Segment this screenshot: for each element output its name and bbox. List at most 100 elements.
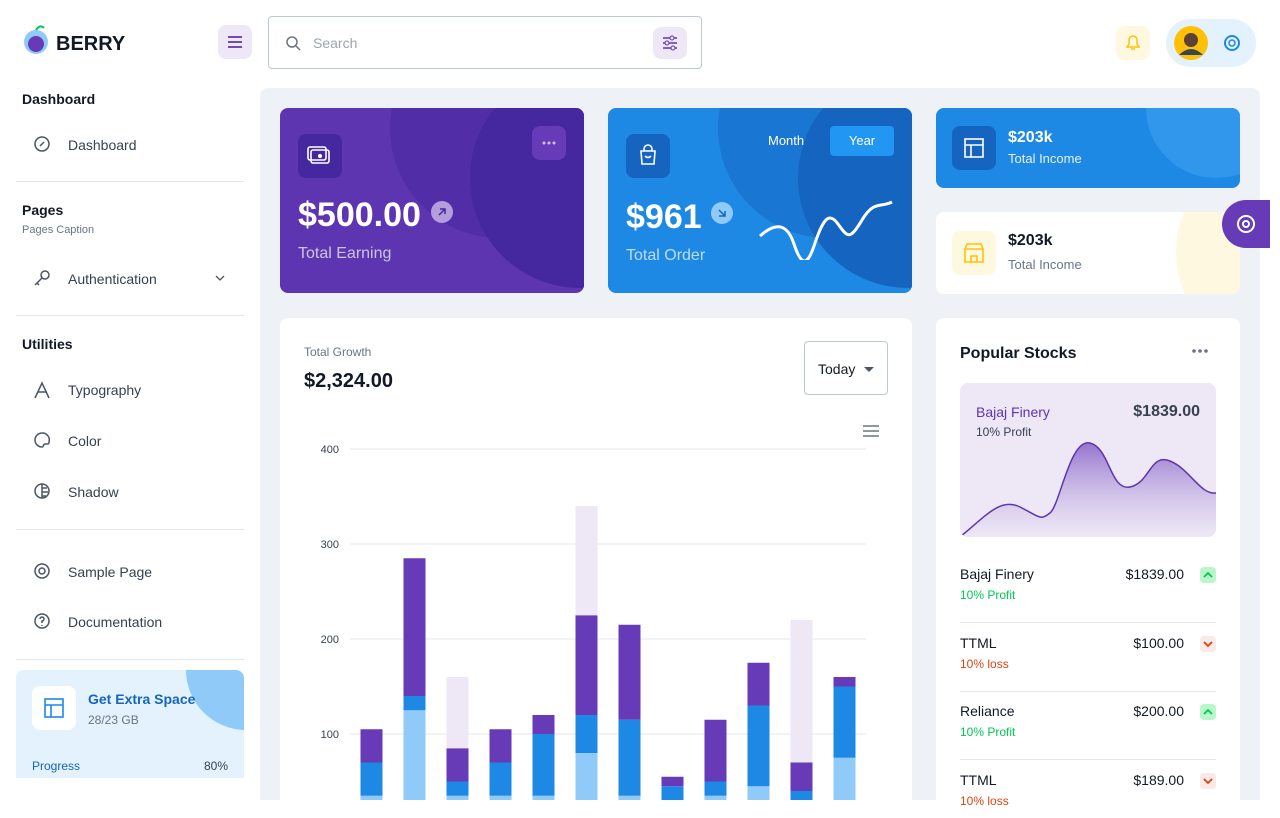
stock-row[interactable]: Bajaj Finery $1839.00 10% Profit: [960, 555, 1216, 623]
stock-change: 10% loss: [960, 657, 1009, 671]
earning-label: Total Earning: [298, 245, 391, 263]
tab[interactable]: Month: [768, 133, 804, 148]
bar-segment: [791, 763, 813, 792]
stock-name: Bajaj Finery: [960, 566, 1034, 582]
bar-segment: [834, 687, 856, 758]
bar-segment: [662, 786, 684, 800]
dashboard: BERRY Search Dashboard Dashboard Pages P…: [0, 0, 1280, 800]
filter-button[interactable]: [653, 27, 687, 59]
nav-item[interactable]: Color: [68, 433, 101, 449]
featured-name: Bajaj Finery: [976, 404, 1050, 420]
bar-segment: [705, 782, 727, 796]
nav-item[interactable]: Dashboard: [68, 137, 137, 153]
stock-name: TTML: [960, 635, 997, 651]
featured-stock: Bajaj Finery $1839.00 10% Profit: [960, 383, 1216, 537]
earning-card: $500.00 Total Earning: [280, 108, 584, 293]
promo-usage: 28/23 GB: [88, 713, 139, 727]
bar-segment: [447, 782, 469, 796]
bar-segment: [705, 720, 727, 782]
order-card: Month Year $961 Total Order: [608, 108, 912, 293]
nav-item[interactable]: Typography: [68, 382, 141, 398]
stock-price: $1839.00: [1126, 566, 1184, 582]
order-value: $961: [626, 198, 702, 237]
bar-segment: [748, 786, 770, 800]
bar-segment: [533, 715, 555, 734]
nav-icon: [33, 562, 51, 580]
stock-row[interactable]: Reliance $200.00 10% Profit: [960, 692, 1216, 760]
trend-icon: [1200, 704, 1216, 720]
logo-icon: [22, 24, 50, 56]
period-select[interactable]: Today: [804, 341, 888, 395]
nav-item[interactable]: Documentation: [68, 614, 162, 630]
stock-change: 10% loss: [960, 794, 1009, 808]
stock-change: 10% Profit: [960, 725, 1015, 739]
bar-segment: [748, 706, 770, 787]
nav-icon: [33, 381, 51, 399]
stocks-menu[interactable]: [1190, 346, 1210, 356]
income-value: $203k: [1008, 129, 1053, 147]
divider: [16, 529, 244, 530]
bar-segment: [447, 748, 469, 781]
earning-value: $500.00: [298, 196, 421, 235]
bar-segment: [576, 753, 598, 800]
nav-group-title: Dashboard: [22, 91, 95, 107]
stock-row[interactable]: TTML $100.00 10% loss: [960, 624, 1216, 692]
logo[interactable]: [22, 24, 50, 61]
progress-value: 80%: [204, 759, 228, 773]
nav-icon: [33, 431, 51, 449]
bar-segment: [662, 777, 684, 787]
bar-segment: [490, 729, 512, 762]
bar-segment: [791, 791, 813, 800]
nav-item[interactable]: Authentication: [68, 271, 157, 287]
nav-icon: [33, 135, 51, 153]
bar-segment: [490, 763, 512, 796]
stock-row[interactable]: TTML $189.00 10% loss: [960, 761, 1216, 818]
order-sparkline: [758, 200, 898, 260]
stock-price: $100.00: [1133, 635, 1184, 651]
nav-icon: [33, 269, 51, 287]
stocks-card: Popular Stocks Bajaj Finery $1839.00 10%…: [936, 318, 1240, 818]
search-placeholder: Search: [313, 35, 357, 51]
y-tick-label: 300: [321, 539, 339, 551]
bar-segment: [576, 506, 598, 615]
bar-segment: [404, 558, 426, 696]
menu-toggle[interactable]: [218, 25, 252, 59]
order-label: Total Order: [626, 247, 705, 265]
stock-change: 10% Profit: [960, 588, 1015, 602]
nav-item[interactable]: Shadow: [68, 484, 119, 500]
bar-segment: [361, 729, 383, 762]
income-card-light: $203k Total Income: [936, 212, 1240, 294]
bar-segment: [447, 677, 469, 748]
notifications[interactable]: [1116, 26, 1150, 60]
stock-name: TTML: [960, 772, 997, 788]
growth-title: Total Growth: [304, 345, 371, 359]
income-value: $203k: [1008, 232, 1053, 250]
tab-active[interactable]: Year: [830, 126, 894, 156]
bar-segment: [361, 796, 383, 800]
growth-chart: 100 200 300 400: [300, 420, 890, 800]
promo-title: Get Extra Space: [88, 691, 195, 707]
page: Berry Dashboard {"brand":"BERRY", "searc…: [0, 0, 1280, 800]
y-tick-label: 100: [321, 729, 339, 741]
bar-segment: [619, 720, 641, 796]
nav-item[interactable]: Sample Page: [68, 564, 152, 580]
stock-price: $189.00: [1133, 772, 1184, 788]
bar-segment: [834, 758, 856, 800]
profile[interactable]: [1166, 19, 1256, 67]
growth-value: $2,324.00: [304, 370, 393, 393]
divider: [16, 315, 244, 316]
y-tick-label: 400: [321, 444, 339, 456]
settings-fab[interactable]: [1222, 200, 1270, 248]
brand: BERRY: [56, 33, 125, 56]
y-tick-label: 200: [321, 634, 339, 646]
nav-group-caption: Pages Caption: [22, 224, 94, 236]
stock-name: Reliance: [960, 703, 1014, 719]
income-label: Total Income: [1008, 151, 1082, 166]
trend-icon: [1200, 567, 1216, 583]
income-label: Total Income: [1008, 257, 1082, 272]
stock-price: $200.00: [1133, 703, 1184, 719]
search-box[interactable]: Search: [268, 16, 702, 69]
nav-icon: [33, 482, 51, 500]
stocks-title: Popular Stocks: [960, 345, 1076, 363]
bar-segment: [576, 615, 598, 715]
